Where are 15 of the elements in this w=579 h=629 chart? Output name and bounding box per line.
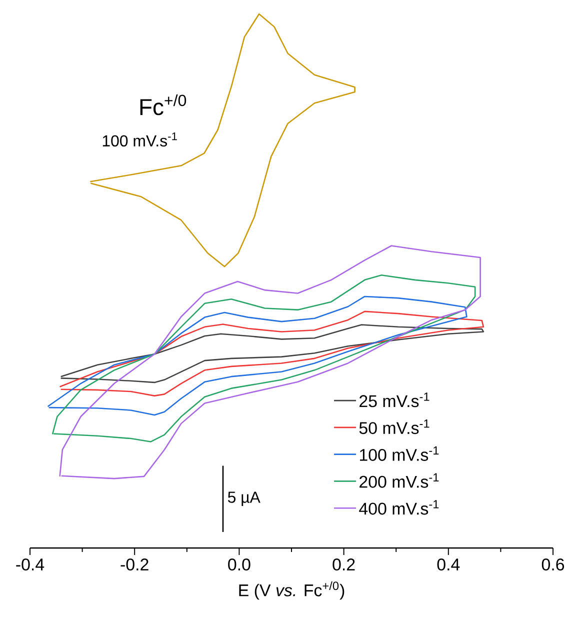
x-tick-label: -0.4 (16, 558, 44, 571)
legend-label: 50 mV.s$^{-1}$ (359, 419, 430, 434)
x-axis-title: E (V vs. Fc$^{+/0}$) (239, 581, 344, 600)
annotation: 5 µA (228, 492, 260, 506)
legend-label: 100 mV.s$^{-1}$ (360, 446, 439, 461)
x-tick-label: -0.2 (120, 558, 148, 571)
legend-label: 400 mV.s$^{-1}$ (359, 500, 439, 515)
x-tick-label: 0.6 (542, 558, 564, 571)
x-tick-label: 0.2 (332, 558, 355, 571)
legend-label: 25 mV.s$^{-1}$ (360, 392, 430, 408)
x-tick-label: 0.4 (437, 558, 460, 571)
annotation: Fc$^{+/0}$ (140, 94, 186, 116)
legend-label: 200 mV.s$^{-1}$ (360, 473, 439, 488)
annotation: 100 mV.s$^{-1}$ (102, 132, 177, 147)
x-tick-label: 0.0 (228, 558, 250, 571)
